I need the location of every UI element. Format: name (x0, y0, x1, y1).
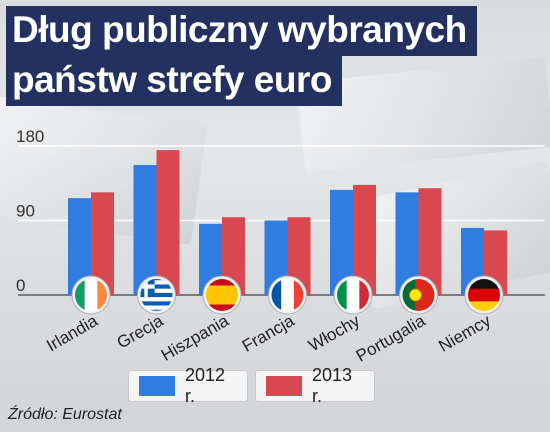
x-tick-label-portugalia: Portugalia (353, 311, 429, 366)
x-tick-label-hiszpania: Hiszpania (158, 311, 233, 365)
flag-spain-icon (202, 275, 242, 315)
chart-title-line-2: państw strefy euro (6, 56, 342, 106)
flag-greece-icon (137, 275, 176, 315)
legend-swatch-2012 (139, 376, 175, 396)
y-tick-label: 0 (16, 276, 25, 295)
flag-france-icon (268, 275, 307, 315)
flag-ireland-icon (71, 275, 111, 315)
legend-label-2012: 2012 r. (184, 365, 225, 406)
bar-irlandia-2013 (91, 192, 114, 295)
y-tick-label: 180 (16, 127, 44, 146)
x-tick-label-niemcy: Niemcy (435, 311, 494, 356)
chart-title-line-1: Dług publiczny wybranych (6, 6, 477, 56)
flag-italy-icon (333, 275, 373, 315)
legend-label-2013: 2013 r. (311, 365, 352, 406)
x-tick-label-francja: Francja (239, 311, 298, 356)
flag-germany-icon (464, 275, 504, 315)
bar-francja-2013 (287, 217, 311, 295)
legend-2013: 2013 r. (255, 365, 375, 406)
bar-portugalia-2013 (418, 188, 442, 295)
source-note: Źródło: Eurostat (8, 406, 122, 423)
x-tick-label-irlandia: Irlandia (43, 311, 101, 356)
legend-swatch-2013 (266, 376, 302, 396)
flag-portugal-icon (399, 275, 438, 315)
legend-2012: 2012 r. (128, 365, 248, 406)
bar-włochy-2012 (330, 189, 353, 295)
bar-hiszpania-2013 (222, 217, 245, 295)
chart-title: Dług publiczny wybranych państw strefy e… (6, 6, 477, 106)
bar-grecja-2012 (133, 165, 157, 295)
bar-portugalia-2012 (395, 192, 419, 295)
bar-grecja-2013 (156, 150, 180, 295)
x-tick-label-grecja: Grecja (114, 311, 167, 353)
bar-irlandia-2012 (68, 198, 91, 295)
bar-włochy-2013 (353, 184, 376, 295)
y-tick-label: 90 (16, 202, 35, 221)
